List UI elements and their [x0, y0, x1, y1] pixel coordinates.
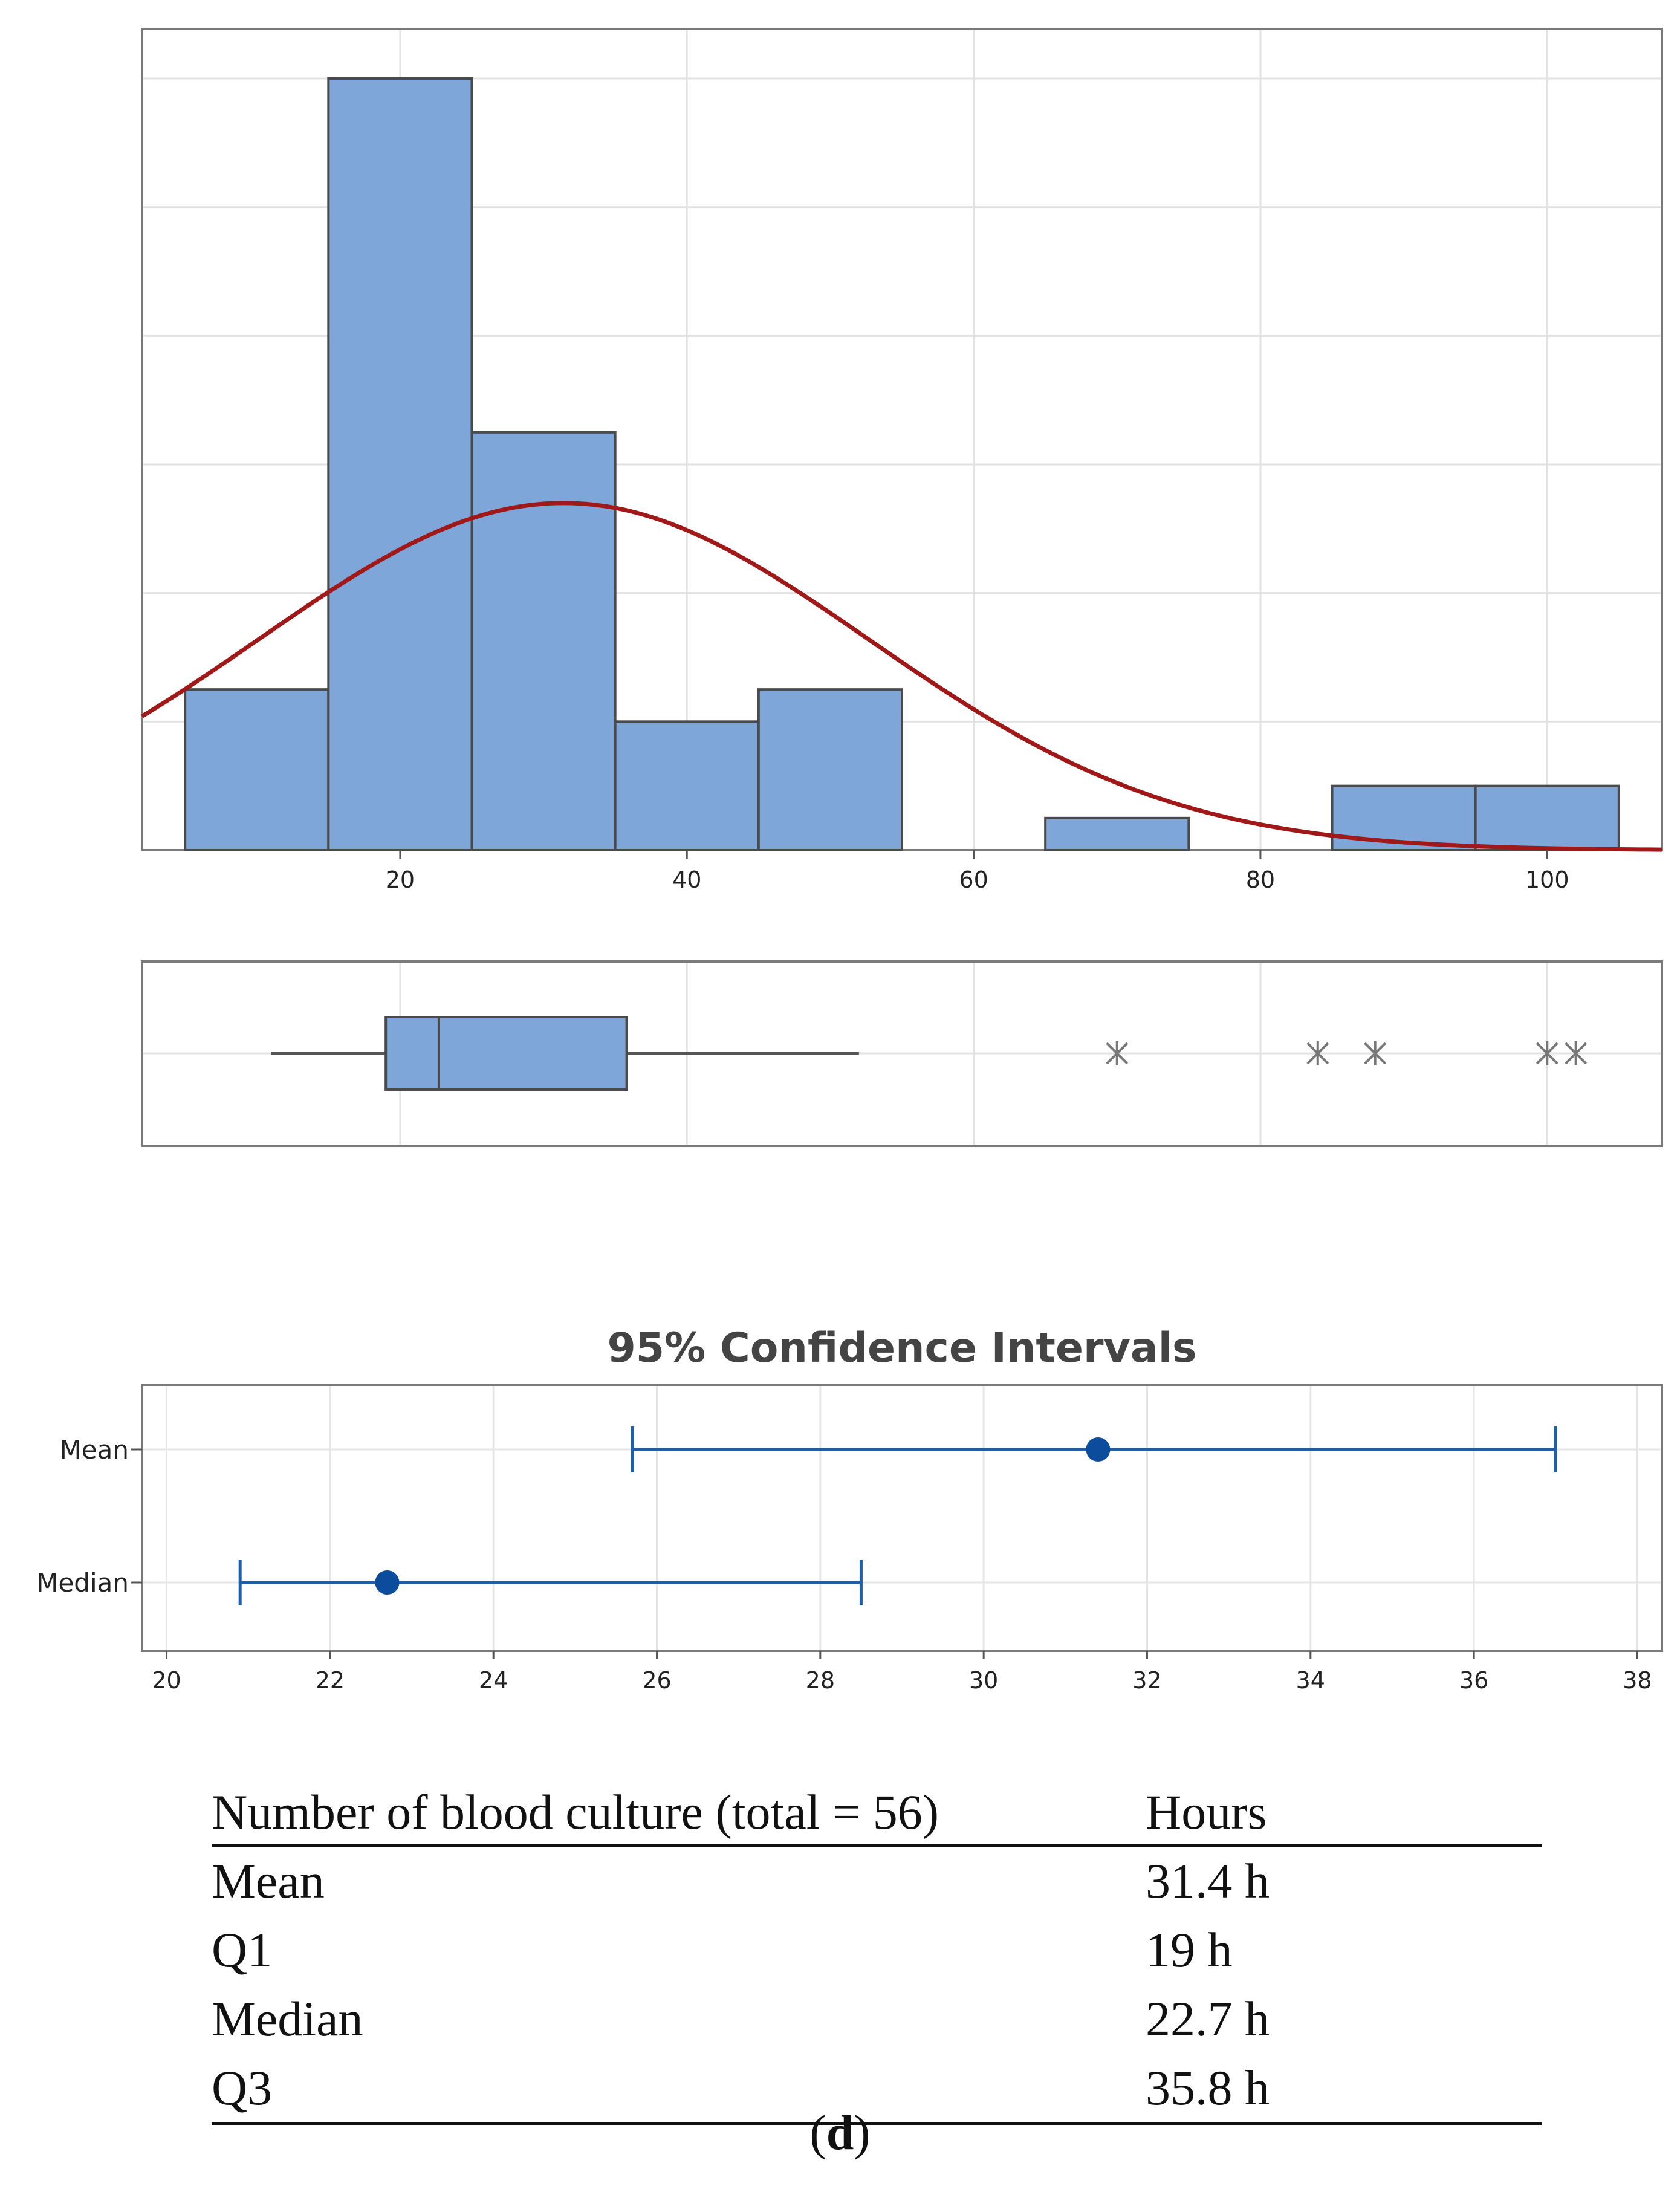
x-tick-label: 40 [672, 867, 701, 893]
ci-x-ticks: 20 22 24 26 28 30 32 34 36 38 [152, 1651, 1652, 1694]
stats-row-label: Median [212, 1991, 363, 2046]
caption-close: ) [854, 2105, 871, 2160]
ci-panel: 95% Confidence Intervals Mean Median 20 22… [36, 1324, 1663, 1694]
stats-row-value: 22.7 h [1146, 1991, 1270, 2046]
stats-row-label: Q3 [212, 2060, 273, 2115]
stats-row-label: Q1 [212, 1922, 273, 1977]
stats-row-value: 35.8 h [1146, 2060, 1270, 2115]
outlier-marker [1364, 1041, 1387, 1065]
normal-fit-curve [141, 501, 1662, 852]
x-tick-label: 32 [1132, 1667, 1161, 1694]
histogram-bar [470, 431, 617, 851]
outlier-marker [1106, 1041, 1129, 1065]
ci-category-label: Median [36, 1568, 129, 1598]
stats-row: Median 22.7 h [212, 1985, 1542, 2054]
figure-caption: (d) [0, 2104, 1680, 2161]
x-tick-label: 28 [806, 1667, 835, 1694]
stats-row: Mean 31.4 h [212, 1847, 1542, 1916]
ci-marks: Mean Median [36, 1426, 1557, 1605]
x-tick-label: 20 [386, 867, 415, 893]
histogram-panel: 20 40 60 80 100 [141, 28, 1663, 893]
boxplot-panel [141, 960, 1663, 1147]
boxplot-shapes [271, 1016, 1588, 1091]
outlier-marker [1565, 1041, 1588, 1065]
stats-header-row: Number of blood culture (total = 56) Hou… [212, 1778, 1542, 1847]
ci-frame [141, 1384, 1663, 1652]
stats-header-label: Number of blood culture (total = 56) [212, 1784, 939, 1839]
stats-row: Q3 35.8 h [212, 2054, 1542, 2125]
x-tick-label: 30 [969, 1667, 998, 1694]
x-tick-label: 60 [959, 867, 988, 893]
iqr-box [384, 1016, 628, 1091]
charts-canvas: 20 40 60 80 100 95% Confidence Intervals Mea… [36, 28, 1663, 1694]
x-tick-label: 24 [479, 1667, 508, 1694]
stats-row-label: Mean [212, 1853, 325, 1908]
x-tick-label: 26 [642, 1667, 671, 1694]
histogram-bar [614, 720, 760, 852]
stats-table: Number of blood culture (total = 56) Hou… [212, 1778, 1542, 2125]
ci-estimate-point [1086, 1437, 1111, 1462]
x-tick-label: 100 [1525, 867, 1569, 893]
stats-row: Q1 19 h [212, 1916, 1542, 1985]
stats-row-value: 31.4 h [1146, 1853, 1270, 1908]
x-tick-label: 36 [1459, 1667, 1488, 1694]
x-tick-label: 20 [152, 1667, 181, 1694]
histogram-bar [1474, 784, 1620, 851]
x-tick-label: 38 [1623, 1667, 1652, 1694]
x-tick-label: 22 [316, 1667, 345, 1694]
histogram-bar [184, 688, 330, 851]
stats-header-hours: Hours [1146, 1784, 1267, 1839]
x-tick-label: 80 [1246, 867, 1275, 893]
histogram-bars [184, 77, 1620, 852]
histogram-bar [757, 688, 904, 851]
ci-title: 95% Confidence Intervals [607, 1324, 1196, 1372]
outlier-marker [1536, 1041, 1558, 1065]
caption-letter: d [826, 2105, 854, 2160]
histogram-bar [327, 77, 473, 851]
caption-open: ( [809, 2105, 826, 2160]
stats-row-value: 19 h [1146, 1922, 1233, 1977]
outlier-marker [1306, 1041, 1329, 1065]
x-tick-label: 34 [1296, 1667, 1325, 1694]
histogram-bar [1044, 816, 1190, 852]
ci-category-label: Mean [60, 1435, 129, 1465]
ci-estimate-point [375, 1570, 400, 1595]
histogram-x-ticks: 20 40 60 80 100 [386, 850, 1569, 893]
